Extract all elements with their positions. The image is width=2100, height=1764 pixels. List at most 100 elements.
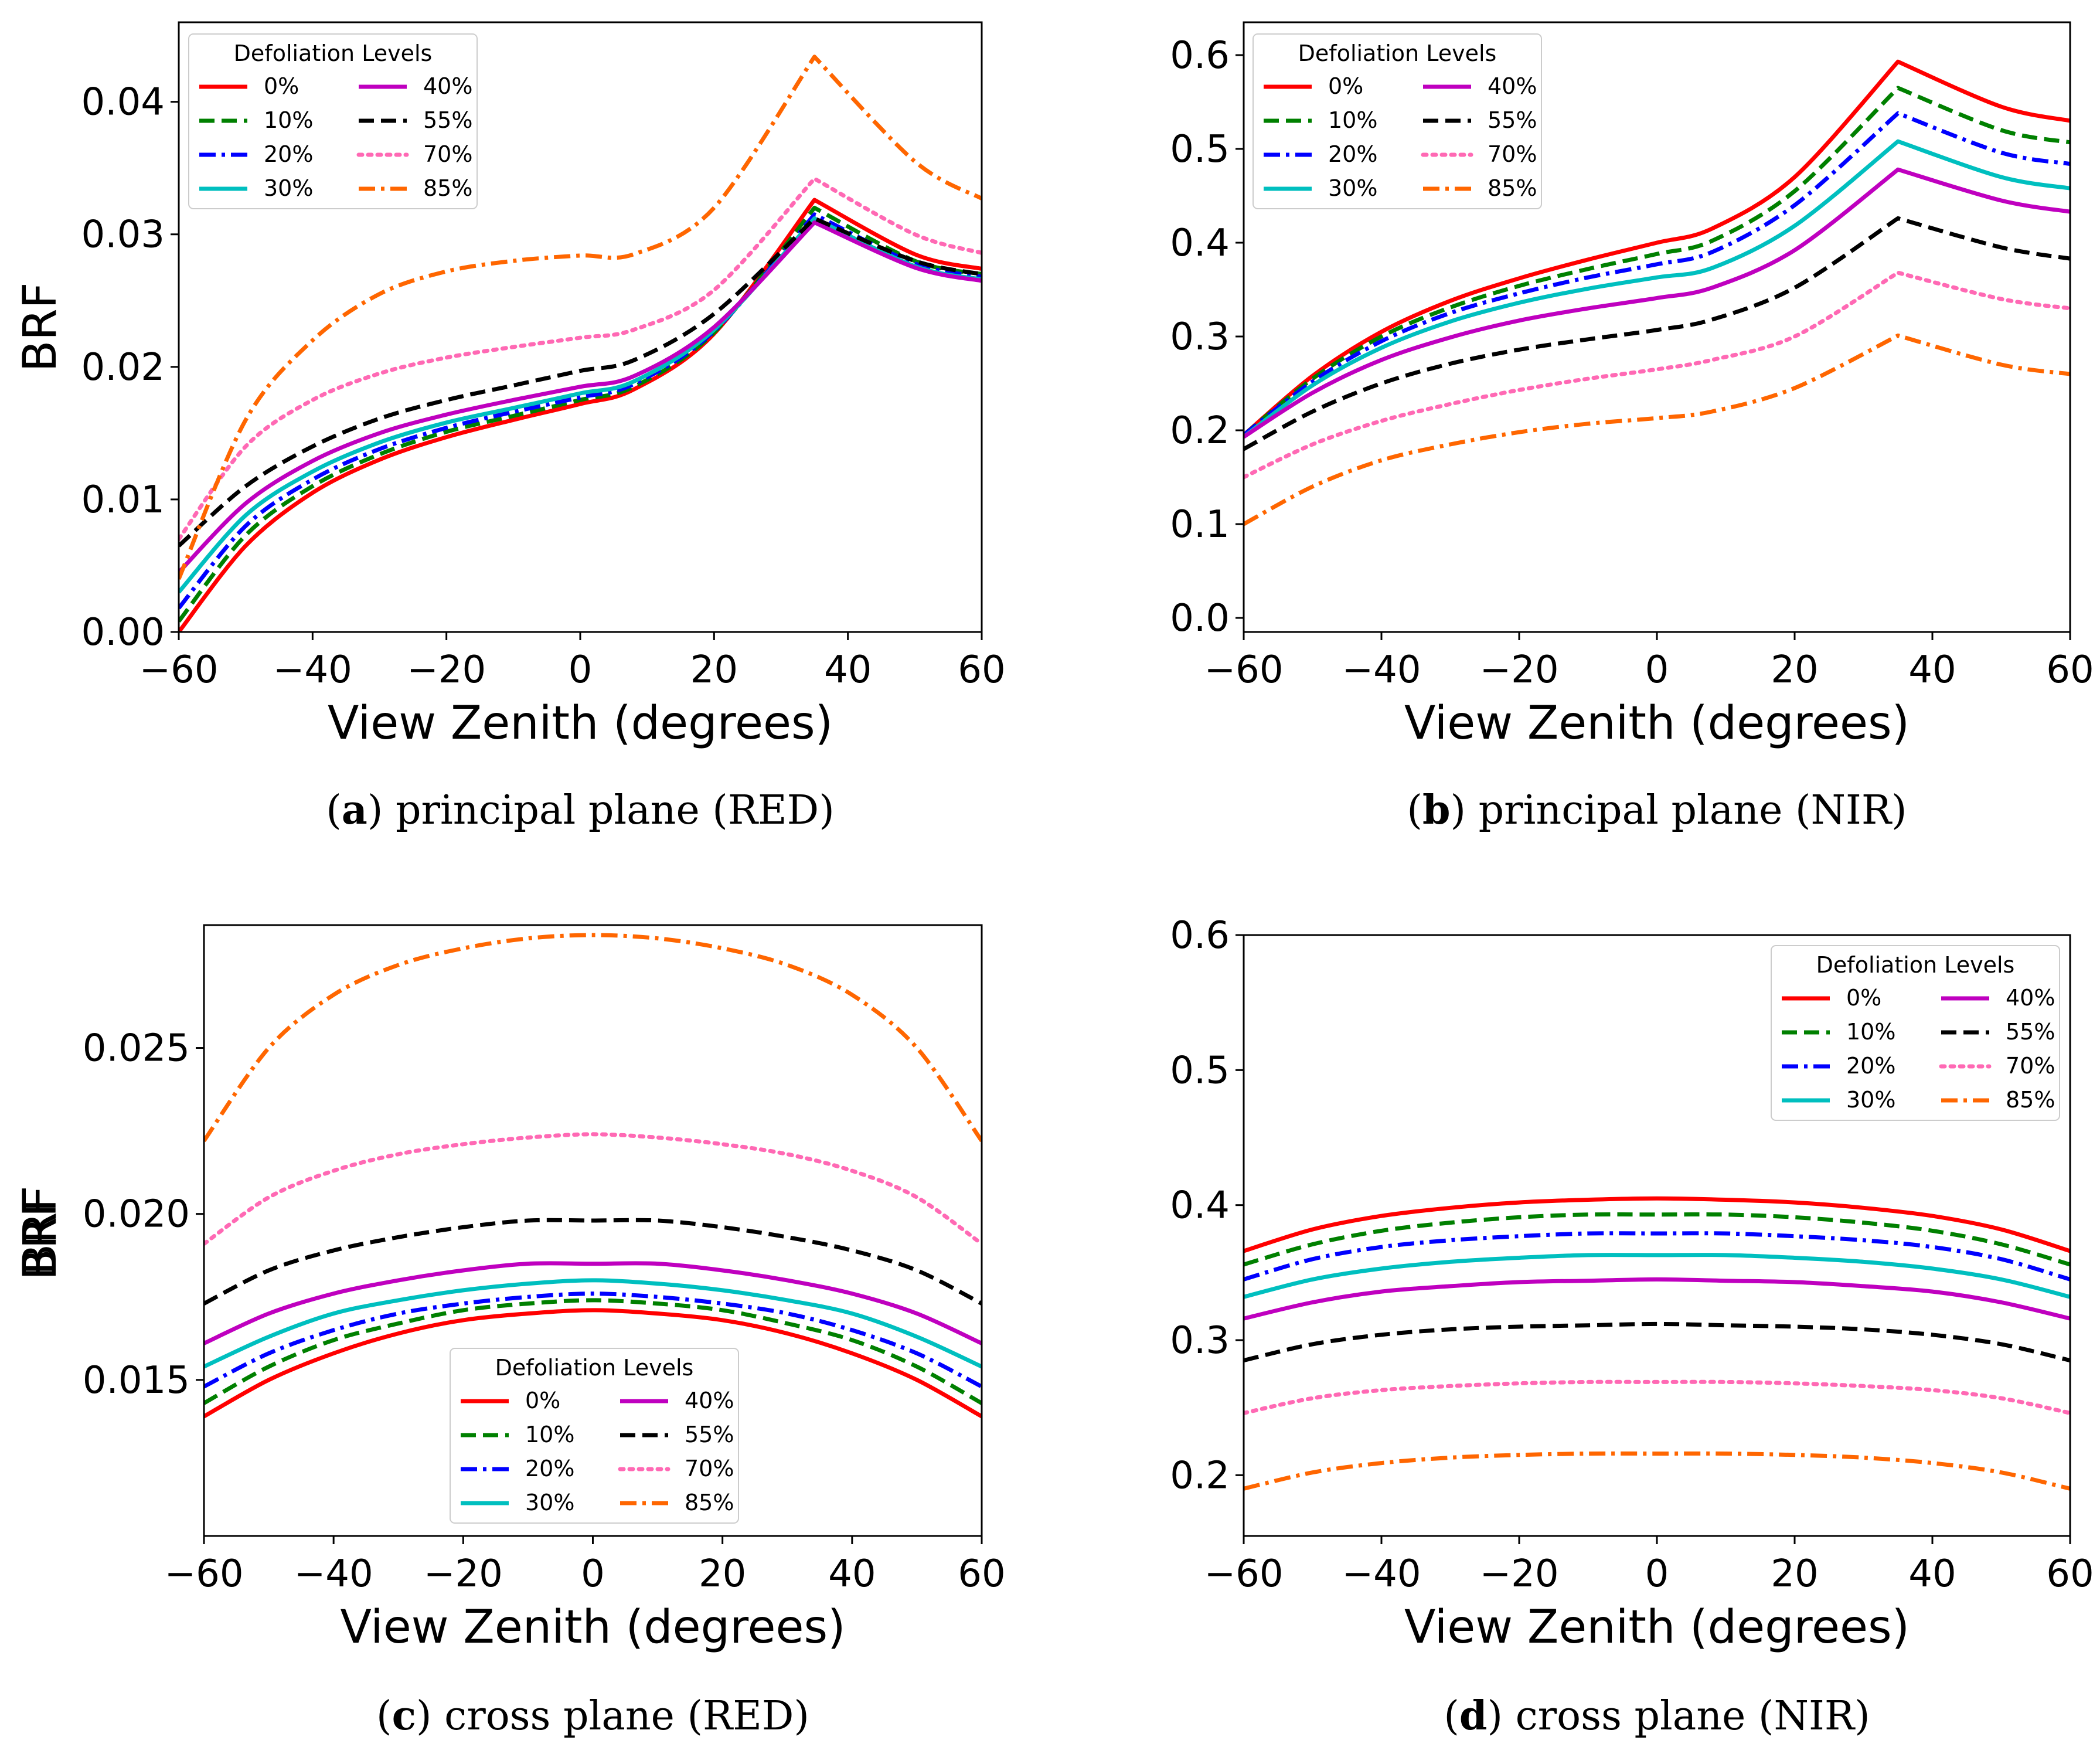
series-line-20pct: [204, 1291, 982, 1389]
x-tick-label: −20: [424, 1552, 503, 1596]
caption: (a) principal plane (RED): [326, 787, 834, 834]
plot-area: [204, 933, 982, 1419]
series-line-85pct: [204, 933, 982, 1143]
legend: Defoliation Levels 0% 10% 20% 30% 40% 55% 70% 85…: [188, 33, 478, 209]
series-line-20pct: [1244, 1231, 2070, 1282]
caption-paren-close: ): [1450, 787, 1466, 834]
x-tick-label: −60: [1204, 648, 1283, 692]
x-tick-label: −60: [1204, 1552, 1283, 1596]
x-tick-label: 60: [958, 1552, 1005, 1596]
y-tick-label: 0.6: [1170, 34, 1230, 77]
legend-label-0pct: 0%: [1328, 73, 1363, 99]
caption-paren-open: (: [376, 1693, 392, 1739]
x-tick-label: 20: [1771, 648, 1818, 692]
y-tick-label: 0.03: [81, 213, 165, 257]
legend-label-70pct: 70%: [2006, 1053, 2055, 1079]
x-axis-label: View Zenith (degrees): [328, 697, 833, 750]
x-tick-label: −40: [294, 1552, 373, 1596]
series-line-85pct: [179, 55, 982, 580]
series-line-0pct: [1244, 59, 2070, 437]
caption-text: principal plane (RED): [383, 787, 834, 834]
legend-box: [450, 1348, 739, 1524]
y-axis-label: BRF: [14, 1186, 67, 1276]
x-tick-label: −40: [1342, 648, 1421, 692]
caption-text: cross plane (NIR): [1503, 1693, 1870, 1739]
x-tick-label: 20: [690, 648, 738, 692]
x-tick-label: 20: [1771, 1552, 1818, 1596]
y-tick-label: 0.01: [81, 478, 165, 522]
x-tick-label: 40: [1908, 648, 1956, 692]
series-line-85pct: [1244, 1451, 2070, 1491]
legend-label-40pct: 40%: [423, 73, 472, 99]
y-axis-label: BRF: [14, 1191, 67, 1280]
legend-label-70pct: 70%: [685, 1456, 734, 1481]
y-tick-label: 0.3: [1170, 1319, 1230, 1362]
series-line-10pct: [179, 206, 982, 623]
legend-label-0pct: 0%: [525, 1388, 560, 1413]
series-line-40pct: [204, 1261, 982, 1345]
x-tick-label: 40: [1908, 1552, 1956, 1596]
x-tick-label: −40: [1342, 1552, 1421, 1596]
legend-label-70pct: 70%: [423, 141, 472, 167]
series-line-70pct: [179, 176, 982, 542]
x-tick-label: 0: [569, 648, 593, 692]
legend-label-10pct: 10%: [1328, 107, 1377, 133]
series-line-30pct: [204, 1278, 982, 1369]
legend-box: [1771, 945, 2060, 1121]
caption-letter: c: [392, 1692, 416, 1739]
y-tick-label: 0.00: [81, 611, 165, 654]
legend-label-10pct: 10%: [1846, 1019, 1895, 1045]
y-axis-label: BRF: [14, 283, 67, 372]
series-line-0pct: [179, 198, 982, 632]
plot-area: [1244, 59, 2070, 526]
x-tick-label: 60: [2046, 648, 2094, 692]
series-line-40pct: [179, 220, 982, 574]
caption: (c) cross plane (RED): [376, 1692, 809, 1739]
x-tick-label: 40: [828, 1552, 876, 1596]
x-tick-label: −20: [407, 648, 486, 692]
legend-title: Defoliation Levels: [1298, 40, 1497, 66]
legend-title: Defoliation Levels: [234, 40, 433, 66]
series-line-70pct: [1244, 270, 2070, 480]
y-tick-label: 0.5: [1170, 128, 1230, 171]
y-tick-label: 0.4: [1170, 1184, 1230, 1228]
x-tick-label: −20: [1479, 1552, 1558, 1596]
x-tick-label: 60: [2046, 1552, 2094, 1596]
caption-paren-close: ): [367, 787, 383, 834]
legend-label-55pct: 55%: [1488, 107, 1537, 133]
legend-label-20pct: 20%: [525, 1456, 574, 1481]
legend-label-85pct: 85%: [423, 175, 472, 201]
y-tick-label: 0.015: [83, 1359, 190, 1402]
caption-paren-open: (: [326, 787, 342, 834]
series-line-55pct: [1244, 216, 2070, 451]
series-line-70pct: [204, 1132, 982, 1246]
legend-label-40pct: 40%: [1488, 73, 1537, 99]
series-line-55pct: [204, 1218, 982, 1306]
series-line-40pct: [1244, 1277, 2070, 1321]
x-tick-label: 40: [824, 648, 872, 692]
legend-label-30pct: 30%: [1846, 1087, 1895, 1113]
legend-label-70pct: 70%: [1488, 141, 1537, 167]
series-line-0pct: [1244, 1196, 2070, 1253]
y-tick-label: 0.6: [1170, 914, 1230, 957]
legend-label-20pct: 20%: [264, 141, 313, 167]
y-tick-label: 0.025: [83, 1027, 190, 1070]
series-line-40pct: [1244, 167, 2070, 439]
legend-label-20pct: 20%: [1328, 141, 1377, 167]
legend-label-20pct: 20%: [1846, 1053, 1895, 1079]
y-tick-label: 0.1: [1170, 503, 1230, 546]
legend-label-85pct: 85%: [685, 1490, 734, 1515]
legend-label-40pct: 40%: [2006, 985, 2055, 1011]
x-tick-label: −60: [164, 1552, 243, 1596]
legend-label-30pct: 30%: [525, 1490, 574, 1515]
caption-letter: d: [1459, 1692, 1488, 1739]
legend-box: [188, 33, 478, 209]
y-tick-label: 0.2: [1170, 1454, 1230, 1497]
legend: Defoliation Levels 0% 10% 20% 30% 40% 55% 70% 85…: [450, 1348, 739, 1524]
y-tick-label: 0.4: [1170, 222, 1230, 265]
legend-label-30pct: 30%: [264, 175, 313, 201]
series-line-55pct: [179, 216, 982, 548]
legend-label-0pct: 0%: [1846, 985, 1881, 1011]
series-line-20pct: [179, 212, 982, 610]
